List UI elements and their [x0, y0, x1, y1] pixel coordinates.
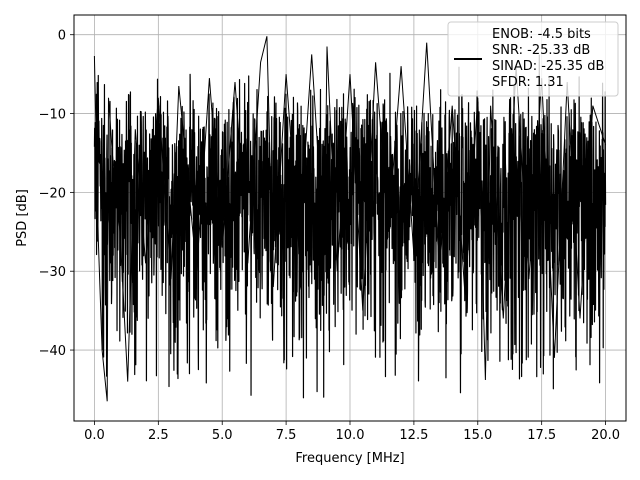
- psd-series-envelope: [93, 36, 607, 402]
- y-tick-label: −10: [39, 108, 66, 123]
- x-axis-label: Frequency [MHz]: [295, 451, 404, 466]
- y-tick-label: −40: [39, 344, 66, 359]
- x-tick-label: 7.5: [276, 428, 297, 443]
- y-tick-label: −20: [39, 186, 66, 201]
- legend-entry-line: ENOB: -4.5 bits: [492, 27, 591, 42]
- legend-entry-label: ENOB: -4.5 bits SNR: -25.33 dB SINAD: -25.…: [492, 27, 604, 90]
- y-axis-ticks: 0 −10 −20 −30 −40: [39, 29, 74, 359]
- legend-entry-line: SNR: -25.33 dB: [492, 43, 590, 58]
- plot-area: [93, 36, 607, 402]
- x-tick-label: 0.0: [84, 428, 105, 443]
- legend-entry-line: SFDR: 1.31: [492, 75, 564, 90]
- x-tick-label: 15.0: [463, 428, 492, 443]
- legend-entry-line: SINAD: -25.35 dB: [492, 59, 604, 74]
- x-tick-label: 2.5: [148, 428, 169, 443]
- x-tick-label: 10.0: [336, 428, 365, 443]
- x-tick-label: 20.0: [591, 428, 620, 443]
- x-tick-label: 12.5: [399, 428, 428, 443]
- legend: ENOB: -4.5 bits SNR: -25.33 dB SINAD: -25.…: [447, 21, 619, 97]
- x-tick-label: 5.0: [212, 428, 233, 443]
- y-axis-label: PSD [dB]: [15, 189, 30, 247]
- legend-box: [447, 21, 619, 97]
- y-tick-label: 0: [58, 29, 66, 44]
- x-axis-ticks: 0.0 2.5 5.0 7.5 10.0 12.5 15.0 17.5 20.0: [84, 421, 620, 443]
- y-tick-label: −30: [39, 265, 66, 280]
- x-tick-label: 17.5: [527, 428, 556, 443]
